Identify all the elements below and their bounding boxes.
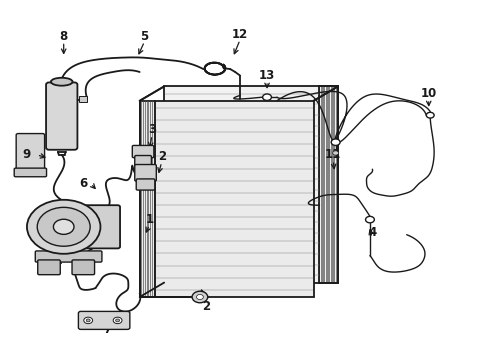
- Circle shape: [192, 291, 208, 303]
- Circle shape: [113, 317, 122, 324]
- Circle shape: [333, 151, 339, 155]
- FancyBboxPatch shape: [83, 205, 120, 248]
- Text: 4: 4: [368, 226, 376, 239]
- Text: 9: 9: [23, 148, 31, 161]
- Bar: [140, 101, 314, 297]
- FancyBboxPatch shape: [46, 82, 77, 150]
- Text: 10: 10: [420, 87, 437, 100]
- Circle shape: [366, 216, 374, 223]
- Text: 7: 7: [104, 323, 112, 336]
- Circle shape: [84, 317, 93, 324]
- Text: 12: 12: [232, 28, 248, 41]
- FancyBboxPatch shape: [38, 260, 60, 275]
- Ellipse shape: [51, 78, 73, 86]
- Text: 2: 2: [202, 300, 210, 312]
- Circle shape: [426, 112, 434, 118]
- FancyBboxPatch shape: [135, 156, 151, 166]
- Circle shape: [331, 139, 340, 145]
- Circle shape: [53, 219, 74, 234]
- FancyBboxPatch shape: [136, 179, 155, 190]
- FancyBboxPatch shape: [16, 134, 45, 171]
- FancyBboxPatch shape: [135, 165, 156, 181]
- FancyBboxPatch shape: [78, 311, 130, 329]
- Bar: [164, 86, 338, 283]
- Text: 14: 14: [47, 256, 63, 269]
- Circle shape: [37, 207, 90, 246]
- Text: 1: 1: [146, 213, 153, 226]
- Text: 2: 2: [158, 150, 166, 163]
- FancyBboxPatch shape: [72, 260, 95, 275]
- Circle shape: [263, 94, 271, 100]
- Text: 3: 3: [148, 123, 156, 136]
- Text: 6: 6: [79, 177, 87, 190]
- FancyBboxPatch shape: [132, 145, 154, 158]
- Circle shape: [27, 200, 100, 254]
- Circle shape: [116, 319, 120, 322]
- Circle shape: [196, 294, 203, 300]
- Text: 5: 5: [141, 30, 148, 42]
- FancyBboxPatch shape: [14, 168, 47, 177]
- FancyBboxPatch shape: [35, 251, 102, 262]
- Circle shape: [86, 319, 90, 322]
- Text: 8: 8: [60, 30, 68, 42]
- Text: 11: 11: [325, 148, 342, 161]
- Bar: [79, 96, 87, 102]
- Text: 13: 13: [259, 69, 275, 82]
